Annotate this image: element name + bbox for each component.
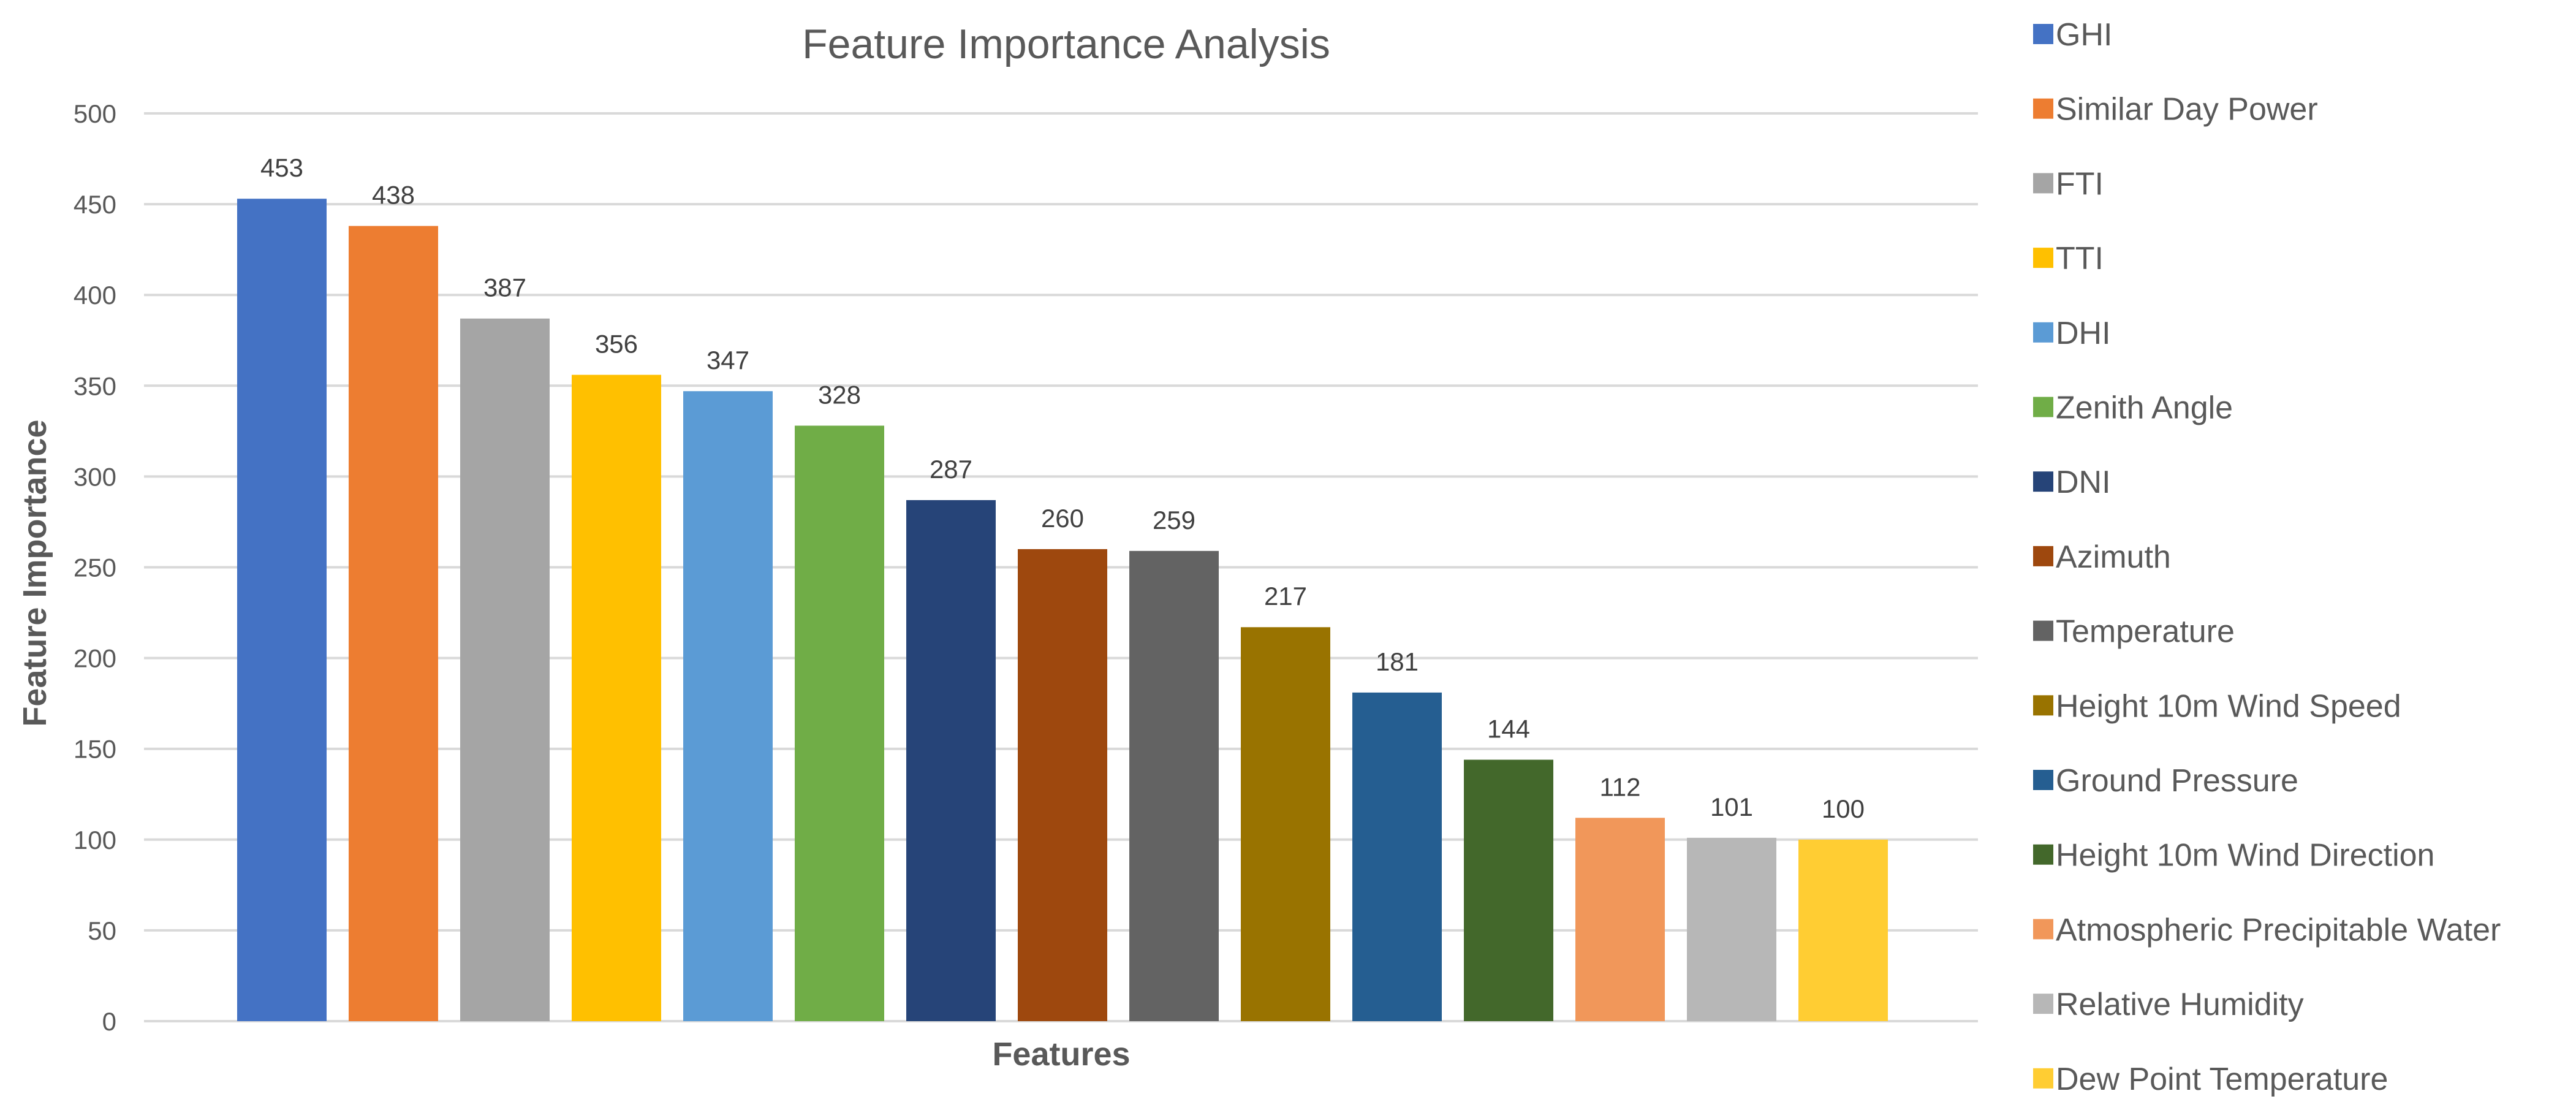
legend-label: Dew Point Temperature <box>2056 1062 2388 1097</box>
legend-label: Height 10m Wind Speed <box>2056 688 2401 724</box>
legend-swatch <box>2033 471 2053 492</box>
legend-swatch <box>2033 919 2053 940</box>
bar <box>683 391 773 1021</box>
y-tick-label: 500 <box>74 99 116 128</box>
data-label: 101 <box>1710 793 1753 821</box>
bar <box>1687 837 1776 1021</box>
bar <box>1018 549 1107 1021</box>
data-labels: 453 438 387 356 347 328 287 260 259 217 181 144 112 1… <box>260 153 1865 823</box>
y-tick-label: 400 <box>74 281 116 310</box>
bar <box>1575 818 1665 1021</box>
legend: GHI Similar Day Power FTI TTI DHI Zenith Angl… <box>2033 17 2501 1097</box>
legend-label: DHI <box>2056 316 2111 351</box>
legend-label: Similar Day Power <box>2056 92 2318 127</box>
legend-label: GHI <box>2056 17 2112 53</box>
legend-swatch <box>2033 695 2053 716</box>
data-label: 453 <box>260 153 303 182</box>
y-axis-label: Feature Importance <box>17 419 53 726</box>
legend-swatch <box>2033 322 2053 343</box>
legend-swatch <box>2033 1068 2053 1089</box>
legend-label: DNI <box>2056 465 2111 500</box>
bar <box>572 375 661 1021</box>
y-tick-label: 350 <box>74 371 116 400</box>
data-label: 387 <box>483 273 526 302</box>
legend-swatch <box>2033 397 2053 417</box>
y-axis-ticks: 0 50 100 150 200 250 300 350 400 450 500 <box>74 99 116 1036</box>
bar <box>349 226 438 1021</box>
legend-label: Atmospheric Precipitable Water <box>2056 912 2501 948</box>
data-label: 217 <box>1264 582 1307 610</box>
legend-swatch <box>2033 994 2053 1014</box>
data-label: 328 <box>818 380 861 409</box>
bar <box>1241 627 1330 1021</box>
data-label: 259 <box>1153 506 1195 534</box>
chart-title: Feature Importance Analysis <box>802 21 1330 67</box>
data-label: 181 <box>1376 647 1419 676</box>
bar <box>1464 759 1553 1021</box>
data-label: 347 <box>707 346 749 375</box>
y-tick-label: 150 <box>74 735 116 764</box>
bar <box>1352 692 1442 1021</box>
legend-label: TTI <box>2056 241 2104 276</box>
legend-label: Ground Pressure <box>2056 763 2298 799</box>
bar <box>1798 839 1888 1021</box>
legend-swatch <box>2033 173 2053 194</box>
data-label: 144 <box>1487 714 1530 743</box>
legend-swatch <box>2033 24 2053 44</box>
legend-label: Zenith Angle <box>2056 390 2233 426</box>
legend-swatch <box>2033 844 2053 865</box>
y-tick-label: 100 <box>74 826 116 854</box>
legend-label: Temperature <box>2056 614 2235 650</box>
legend-label: FTI <box>2056 166 2104 202</box>
y-tick-label: 300 <box>74 462 116 491</box>
data-label: 438 <box>372 181 415 210</box>
y-tick-label: 0 <box>102 1007 116 1036</box>
y-tick-label: 50 <box>88 916 116 945</box>
legend-label: Height 10m Wind Direction <box>2056 838 2434 873</box>
bar <box>237 199 327 1021</box>
legend-swatch <box>2033 248 2053 268</box>
legend-swatch <box>2033 546 2053 566</box>
legend-label: Azimuth <box>2056 539 2171 575</box>
legend-swatch <box>2033 98 2053 119</box>
y-tick-label: 450 <box>74 190 116 219</box>
data-label: 356 <box>595 330 638 359</box>
x-axis-label: Features <box>992 1036 1130 1073</box>
bar <box>906 500 996 1021</box>
bar <box>795 425 884 1021</box>
bars <box>237 199 1888 1021</box>
data-label: 100 <box>1822 794 1865 823</box>
legend-swatch <box>2033 770 2053 790</box>
y-tick-label: 200 <box>74 644 116 673</box>
legend-swatch <box>2033 620 2053 641</box>
data-label: 287 <box>930 455 972 484</box>
y-tick-label: 250 <box>74 553 116 582</box>
bar <box>1129 550 1219 1021</box>
data-label: 112 <box>1600 772 1641 801</box>
bar <box>460 318 550 1021</box>
data-label: 260 <box>1041 504 1084 533</box>
legend-label: Relative Humidity <box>2056 987 2304 1022</box>
